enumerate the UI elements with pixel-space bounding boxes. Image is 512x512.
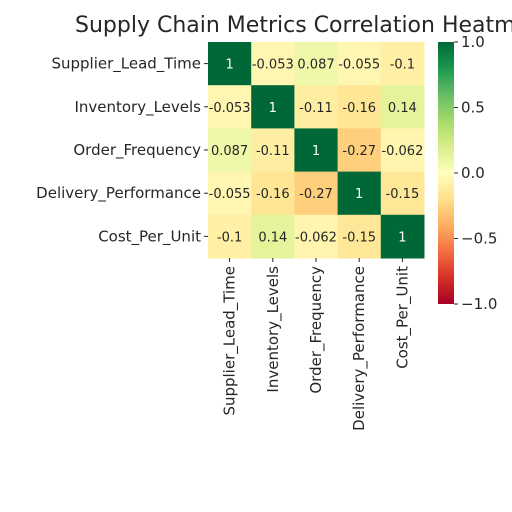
y-tick-label: Order_Frequency — [73, 141, 201, 160]
heatmap-cell-label: -0.15 — [342, 230, 376, 245]
heatmap-cell-label: -0.27 — [299, 187, 333, 202]
colorbar-gradient — [438, 42, 454, 304]
heatmap-cell-label: -0.053 — [209, 101, 251, 116]
colorbar-tick-label: −0.5 — [461, 230, 497, 248]
heatmap-cell-label: 0.14 — [258, 230, 287, 245]
heatmap-cell — [294, 42, 339, 86]
heatmap-cell — [380, 42, 425, 86]
y-tick-label: Delivery_Performance — [36, 184, 201, 203]
heatmap-cell — [208, 128, 252, 173]
heatmap-cell-label: 0.087 — [297, 58, 334, 73]
x-tick-labels: Supplier_Lead_Time Inventory_Levels Order_… — [221, 258, 412, 431]
colorbar-tick-label: 1.0 — [461, 33, 485, 51]
heatmap-cell-label: -0.16 — [256, 187, 290, 202]
y-tick-label: Supplier_Lead_Time — [51, 55, 201, 74]
heatmap-cell-label: -0.16 — [342, 101, 376, 116]
heatmap-cell — [380, 85, 425, 129]
heatmap-cell-label: -0.15 — [386, 187, 420, 202]
heatmap-cell — [251, 171, 295, 216]
x-tick-label: Cost_Per_Unit — [393, 266, 412, 369]
heatmap-cell — [380, 128, 425, 173]
colorbar-tick-label: 0.5 — [461, 99, 485, 117]
heatmap-cell-label: 0.087 — [211, 144, 248, 159]
x-tick-label: Delivery_Performance — [350, 266, 369, 431]
heatmap-cell — [380, 171, 425, 216]
y-tick-labels: Supplier_Lead_Time Inventory_Levels Order_… — [36, 55, 208, 246]
heatmap-cell — [251, 214, 295, 259]
heatmap-cell — [337, 128, 382, 173]
colorbar-tick-label: −1.0 — [461, 295, 497, 313]
heatmap-cell-label: -0.062 — [381, 144, 423, 159]
y-tick-label: Cost_Per_Unit — [98, 227, 201, 246]
heatmap-cell — [294, 171, 339, 216]
heatmap-cell-label: -0.1 — [217, 230, 242, 245]
colorbar-tick-label: 0.0 — [461, 164, 485, 182]
heatmap-cell-label: 1 — [312, 144, 320, 159]
heatmap-cell-label: 1 — [269, 101, 277, 116]
heatmap-cells: 1 -0.053 0.087 -0.055 -0.1-0.053 1 -0.11 -0.16 0… — [208, 42, 425, 259]
x-tick-label: Inventory_Levels — [264, 266, 283, 393]
heatmap-cell — [294, 214, 339, 259]
heatmap-cell-label: 1 — [225, 58, 233, 73]
heatmap-cell — [251, 85, 295, 129]
heatmap-cell — [380, 214, 425, 259]
heatmap-cell — [208, 85, 252, 129]
heatmap-cell-label: 1 — [355, 187, 363, 202]
heatmap-cell — [337, 85, 382, 129]
heatmap-cell-label: -0.055 — [338, 58, 380, 73]
heatmap-cell — [337, 42, 382, 86]
heatmap-cell-label: -0.27 — [342, 144, 376, 159]
heatmap-cell-label: -0.062 — [295, 230, 337, 245]
y-tick-label: Inventory_Levels — [74, 98, 201, 117]
x-tick-label: Order_Frequency — [307, 266, 326, 394]
heatmap-cell-label: 1 — [398, 230, 406, 245]
heatmap-cell — [294, 85, 339, 129]
heatmap-cell-label: -0.055 — [209, 187, 251, 202]
colorbar: 1.0 0.5 0.0 −0.5 −1.0 — [438, 33, 497, 313]
x-tick-label: Supplier_Lead_Time — [221, 266, 240, 416]
heatmap-cell — [251, 128, 295, 173]
heatmap-cell — [208, 42, 252, 86]
heatmap-cell-label: -0.11 — [299, 101, 333, 116]
heatmap-cell — [251, 42, 295, 86]
chart-title: Supply Chain Metrics Correlation Heatmap — [75, 13, 512, 38]
heatmap-cell — [208, 214, 252, 259]
heatmap-cell-label: -0.1 — [390, 58, 415, 73]
heatmap-cell-label: -0.11 — [256, 144, 290, 159]
heatmap-cell — [208, 171, 252, 216]
heatmap-cell — [337, 171, 382, 216]
heatmap-cell-label: -0.053 — [252, 58, 294, 73]
heatmap-cell — [337, 214, 382, 259]
heatmap-cell — [294, 128, 339, 173]
heatmap-cell-label: 0.14 — [388, 101, 417, 116]
